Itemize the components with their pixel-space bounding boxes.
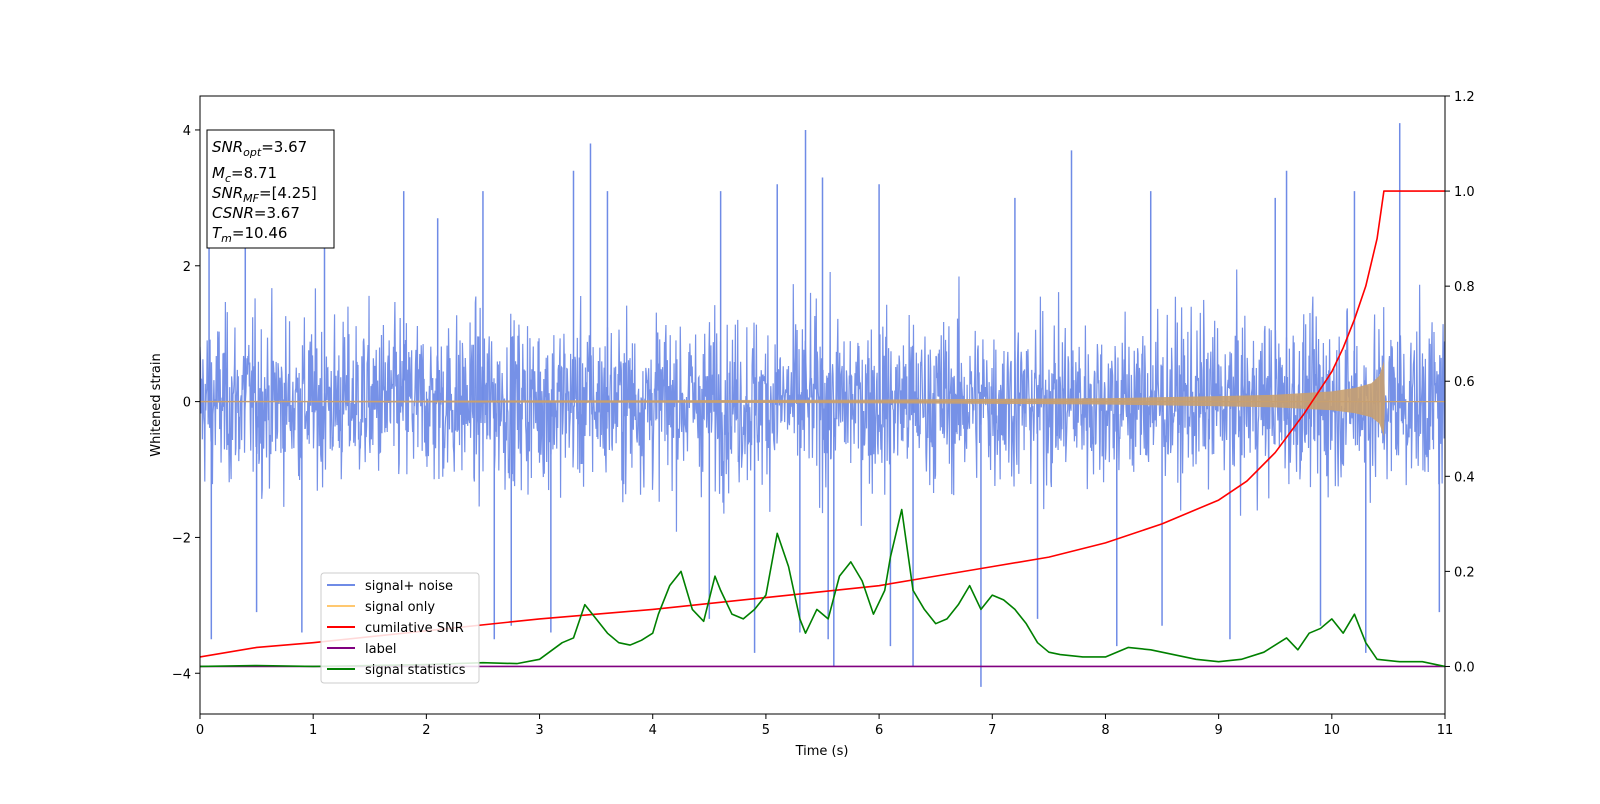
series-signal-noise xyxy=(200,123,1445,687)
stats-tm: Tm=10.46 xyxy=(212,224,287,245)
legend-label: cumilative SNR xyxy=(365,621,464,636)
y2-tick-label: 0.4 xyxy=(1454,470,1475,485)
legend: signal+ noise signal only cumilative SNR la… xyxy=(320,572,480,684)
legend-entry-signal-statistics: signal statistics xyxy=(327,663,466,678)
line-signal-statistics xyxy=(200,508,1445,668)
legend-entry-label: label xyxy=(327,642,396,657)
plot-area xyxy=(200,123,1445,687)
y-axis-label: Whitened strain xyxy=(149,353,164,456)
x-tick-label: 11 xyxy=(1437,723,1454,738)
y2-tick-label: 0.2 xyxy=(1454,565,1475,580)
stats-csnr: CSNR=3.67 xyxy=(212,204,300,222)
x-tick-label: 0 xyxy=(196,723,204,738)
legend-entry-signal-only: signal only xyxy=(327,600,435,615)
line-cumilative-snr xyxy=(200,190,1445,658)
x-tick-label: 10 xyxy=(1324,723,1341,738)
legend-frame xyxy=(320,572,480,684)
x-axis: 0 1 2 3 4 5 6 7 8 9 10 11 xyxy=(196,714,1453,738)
x-tick-label: 1 xyxy=(309,723,317,738)
y-axis-right: 0.0 0.2 0.4 0.6 0.8 1.0 1.2 xyxy=(1445,90,1475,675)
x-tick-label: 9 xyxy=(1214,723,1222,738)
series-signal-statistics xyxy=(200,508,1445,668)
x-tick-label: 8 xyxy=(1101,723,1109,738)
x-tick-label: 6 xyxy=(875,723,883,738)
stats-box: SNRopt=3.67 Mc=8.71 SNRMF=[4.25] CSNR=3.… xyxy=(206,129,335,249)
stats-box-frame xyxy=(206,129,335,249)
y-tick-label: 2 xyxy=(183,260,191,275)
legend-label: label xyxy=(365,642,396,657)
y-axis-left: −4 −2 0 2 4 xyxy=(172,124,200,682)
legend-label: signal+ noise xyxy=(365,579,453,594)
series-cumilative-snr xyxy=(200,190,1445,658)
legend-entry-signal-noise: signal+ noise xyxy=(327,579,453,594)
x-tick-label: 7 xyxy=(988,723,996,738)
legend-label: signal statistics xyxy=(365,663,466,678)
legend-label: signal only xyxy=(365,600,435,615)
y-tick-label: −4 xyxy=(172,667,191,682)
y2-tick-label: 0.6 xyxy=(1454,375,1475,390)
x-tick-label: 3 xyxy=(535,723,543,738)
y2-tick-label: 0.0 xyxy=(1454,660,1475,675)
x-tick-label: 5 xyxy=(762,723,770,738)
x-axis-label: Time (s) xyxy=(795,744,849,759)
noise-trace xyxy=(200,269,1445,532)
series-signal-only xyxy=(200,360,1445,437)
y2-tick-label: 1.2 xyxy=(1454,90,1475,105)
signal-only-envelope xyxy=(200,360,1445,437)
x-tick-label: 4 xyxy=(649,723,657,738)
legend-entry-cumilative-snr: cumilative SNR xyxy=(327,621,464,636)
y2-tick-label: 0.8 xyxy=(1454,280,1475,295)
stats-mc: Mc=8.71 xyxy=(212,164,277,185)
y-tick-label: −2 xyxy=(172,531,191,546)
x-tick-label: 2 xyxy=(422,723,430,738)
plot-frame xyxy=(199,95,1446,715)
stats-snr-opt: SNRopt=3.67 xyxy=(212,138,307,159)
stats-snr-mf: SNRMF=[4.25] xyxy=(212,184,317,205)
y2-tick-label: 1.0 xyxy=(1454,185,1475,200)
y-tick-label: 4 xyxy=(183,124,191,139)
y-tick-label: 0 xyxy=(183,396,191,411)
